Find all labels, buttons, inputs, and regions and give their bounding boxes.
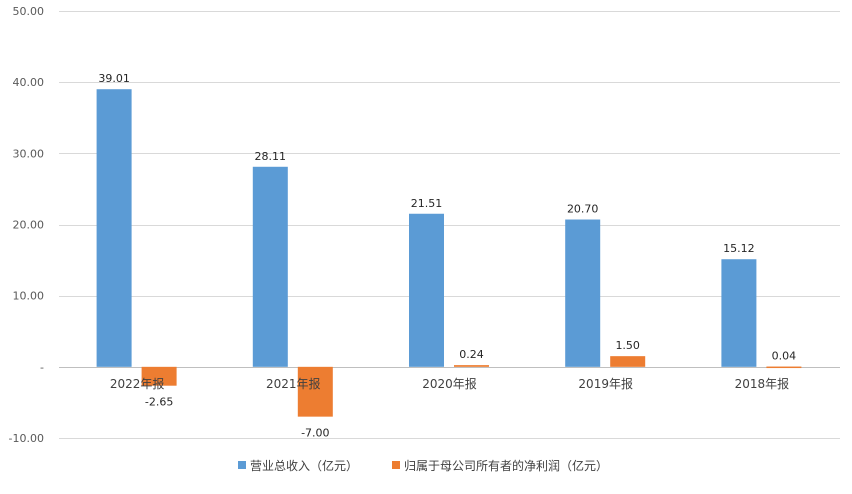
legend: 营业总收入（亿元） 归属于母公司所有者的净利润（亿元）: [238, 458, 608, 473]
gridlines: [59, 11, 840, 439]
revenue-bar: [409, 213, 444, 367]
legend-label: 归属于母公司所有者的净利润（亿元）: [404, 458, 608, 473]
y-tick-label: 20.00: [13, 219, 45, 232]
y-tick-label: 30.00: [13, 147, 45, 160]
y-tick-label: 50.00: [13, 5, 45, 18]
x-tick-label: 2022年报: [110, 376, 165, 391]
y-tick-label: -: [40, 361, 44, 374]
x-axis-tick-labels: 2022年报 2021年报 2020年报 2019年报 2018年报: [110, 376, 789, 391]
legend-item-net-profit: 归属于母公司所有者的净利润（亿元）: [392, 458, 608, 473]
data-label: 15.12: [723, 242, 755, 255]
legend-swatch: [392, 461, 400, 469]
data-label: 0.04: [772, 350, 797, 363]
legend-item-revenue: 营业总收入（亿元）: [238, 458, 358, 473]
data-label: -2.65: [145, 396, 173, 409]
net-profit-bar: [766, 366, 802, 369]
y-tick-label: 40.00: [13, 76, 45, 89]
y-tick-label: -10.00: [9, 432, 44, 445]
y-tick-label: 10.00: [13, 290, 45, 303]
x-tick-label: 2019年报: [578, 376, 633, 391]
x-tick-label: 2018年报: [735, 376, 790, 391]
net-profit-bar: [610, 356, 646, 367]
x-tick-label: 2021年报: [266, 376, 321, 391]
revenue-bar: [96, 89, 132, 367]
net-profit-bar: [454, 365, 489, 367]
data-label: 21.51: [411, 197, 443, 210]
net-profit-bar: [141, 366, 177, 386]
data-labels: 39.01 -2.65 28.11 -7.00 21.51 0.24 20.70 1.50 15…: [98, 72, 796, 439]
bars: [96, 89, 802, 417]
revenue-bar: [252, 166, 288, 367]
legend-label: 营业总收入（亿元）: [250, 458, 358, 473]
revenue-bar: [565, 219, 601, 367]
data-label: 20.70: [567, 203, 599, 216]
y-axis-tick-labels: 50.00 40.00 30.00 20.00 10.00 - -10.00: [9, 5, 44, 445]
legend-swatch: [238, 461, 246, 469]
data-label: -7.00: [301, 427, 329, 440]
net-profit-bar: [297, 366, 333, 417]
revenue-bar: [721, 259, 757, 367]
data-label: 39.01: [98, 72, 130, 85]
data-label: 0.24: [459, 348, 484, 361]
x-tick-label: 2020年报: [422, 376, 477, 391]
data-label: 28.11: [255, 150, 287, 163]
data-label: 1.50: [615, 339, 640, 352]
